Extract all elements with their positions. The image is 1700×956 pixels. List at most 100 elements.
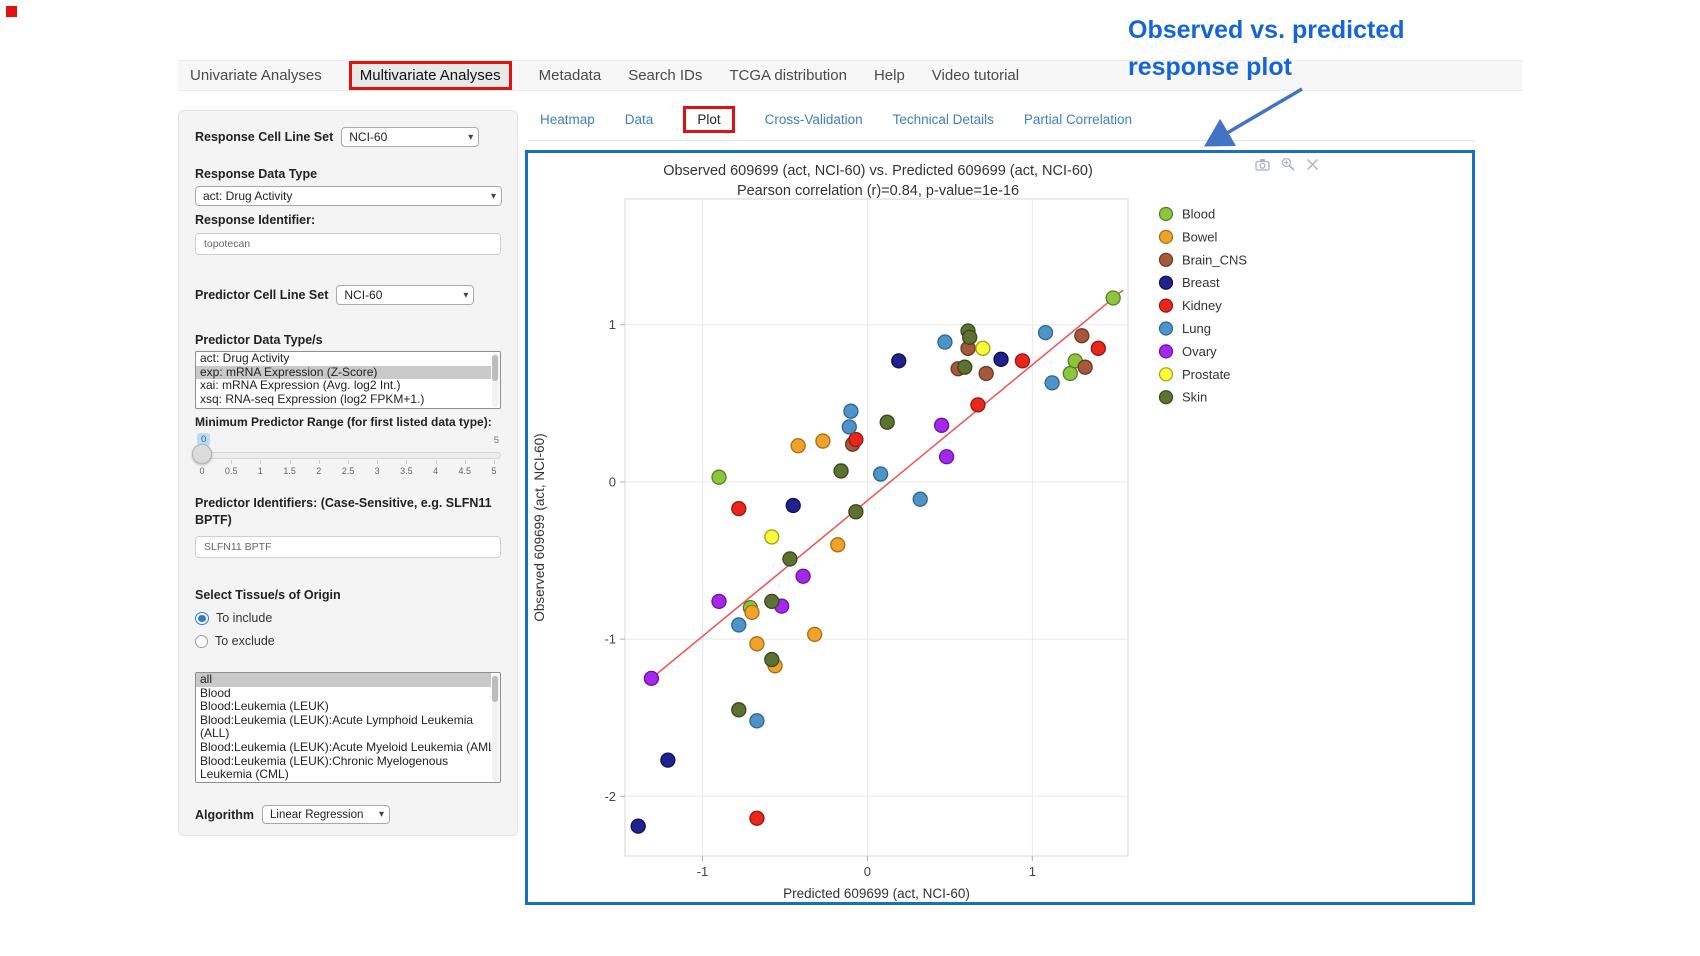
min-predictor-range-slider[interactable]: 0 5 0 0.5 1 1.5 2 2.5 3 3.5 4 4.5 5 xyxy=(192,433,501,483)
legend-item-breast[interactable]: Breast xyxy=(1158,275,1220,290)
response-identifier-input[interactable] xyxy=(195,233,501,255)
pan-icon[interactable] xyxy=(1306,158,1319,171)
scatter-point-kidney xyxy=(1014,353,1031,369)
slider-tick-label: 0 xyxy=(199,466,205,476)
legend-item-prostate[interactable]: Prostate xyxy=(1158,367,1231,382)
legend-item-blood[interactable]: Blood xyxy=(1158,206,1216,222)
radio-to-exclude[interactable]: To exclude xyxy=(195,634,501,648)
list-option[interactable]: all xyxy=(196,673,491,687)
legend-label: Ovary xyxy=(1182,344,1217,359)
legend-swatch xyxy=(1158,344,1174,359)
slider-tick-label: 5 xyxy=(491,466,497,476)
tab-cross-validation[interactable]: Cross-Validation xyxy=(764,112,863,127)
scatter-point-prostate xyxy=(764,529,780,545)
plot-title-line2: Pearson correlation (r)=0.84, p-value=1e… xyxy=(736,183,1020,199)
nav-item-univariate-analyses[interactable]: Univariate Analyses xyxy=(190,67,322,84)
radio-button[interactable] xyxy=(195,611,209,625)
scrollbar[interactable] xyxy=(492,674,499,781)
tissue-listbox[interactable]: all Blood Blood:Leukemia (LEUK) Blood:Leuke… xyxy=(195,672,501,783)
predictor-cell-line-set-label: Predictor Cell Line Set xyxy=(195,288,329,302)
legend-item-ovary[interactable]: Ovary xyxy=(1158,344,1218,359)
slider-max-label: 5 xyxy=(493,435,499,446)
y-tick-label: -2 xyxy=(604,789,616,804)
chevron-down-icon: ▾ xyxy=(379,809,385,820)
x-tick-label: 1 xyxy=(1029,864,1036,879)
list-option[interactable]: Blood:Leukemia (LEUK):Acute Myeloid Leuk… xyxy=(200,740,491,754)
algorithm-select[interactable]: Linear Regression ▾ xyxy=(262,805,391,824)
scatter-point-lung xyxy=(843,403,859,419)
list-option[interactable]: xsq: RNA-seq Expression (log2 FPKM+1.) xyxy=(200,391,425,406)
legend-label: Blood xyxy=(1182,207,1215,222)
scatter-point-lung xyxy=(912,491,928,507)
slider-tick-label: 1 xyxy=(257,466,263,476)
nav-item-video-tutorial[interactable]: Video tutorial xyxy=(931,67,1020,84)
predictor-identifiers-input[interactable] xyxy=(195,536,501,558)
slider-tick-label: 0.5 xyxy=(224,466,238,476)
slider-track[interactable] xyxy=(195,452,501,459)
list-option[interactable]: Blood xyxy=(200,685,231,700)
tab-technical-details[interactable]: Technical Details xyxy=(892,112,994,127)
legend-item-kidney[interactable]: Kidney xyxy=(1158,298,1223,313)
legend-swatch xyxy=(1158,367,1174,382)
legend-label: Bowel xyxy=(1182,229,1218,244)
result-tabs: Heatmap Data Plot Cross-Validation Technical… xyxy=(540,106,1132,133)
predictor-data-types-label: Predictor Data Type/s xyxy=(195,333,323,347)
scatter-point-ovary xyxy=(795,568,811,584)
tab-plot[interactable]: Plot xyxy=(683,106,735,133)
legend-item-lung[interactable]: Lung xyxy=(1158,321,1211,336)
legend-item-skin[interactable]: Skin xyxy=(1158,390,1208,405)
radio-label: To include xyxy=(216,611,273,625)
predictor-data-types-listbox[interactable]: act: Drug Activity exp: mRNA Expression (… xyxy=(195,351,501,409)
tab-heatmap[interactable]: Heatmap xyxy=(540,112,595,127)
scatter-point-lung xyxy=(749,713,765,729)
list-option[interactable]: Blood:Leukemia (LEUK) xyxy=(200,699,329,714)
tab-data[interactable]: Data xyxy=(624,112,654,127)
scatter-point-ovary xyxy=(933,417,950,433)
radio-label: To exclude xyxy=(215,634,275,648)
list-option[interactable]: exp: mRNA Expression (Z-Score) xyxy=(196,365,491,380)
nav-item-help[interactable]: Help xyxy=(873,67,905,84)
nav-item-search-ids[interactable]: Search IDs xyxy=(628,67,703,84)
x-tick-label: -1 xyxy=(697,864,709,879)
list-option[interactable]: Blood:Leukemia (LEUK):Chronic Myelogenou… xyxy=(200,753,449,782)
scatter-point-brain-cns xyxy=(1074,328,1090,344)
response-data-type-label: Response Data Type xyxy=(195,167,318,181)
slider-value-badge: 0 xyxy=(197,433,211,446)
scatter-point-breast xyxy=(660,752,676,768)
legend-swatch xyxy=(1158,206,1174,222)
legend-item-bowel[interactable]: Bowel xyxy=(1158,229,1218,244)
plot-panel: Observed 609699 (act, NCI-60) vs. Predic… xyxy=(525,150,1475,905)
nav-item-metadata[interactable]: Metadata xyxy=(538,67,602,84)
legend-label: Lung xyxy=(1182,321,1211,336)
list-option[interactable]: xai: mRNA Expression (Avg. log2 Int.) xyxy=(200,378,401,393)
radio-button[interactable] xyxy=(195,634,208,648)
legend-swatch xyxy=(1158,321,1174,336)
legend-swatch xyxy=(1158,390,1174,405)
scrollbar[interactable] xyxy=(492,353,499,407)
legend-item-brain-cns[interactable]: Brain_CNS xyxy=(1158,252,1248,267)
response-data-type-select[interactable]: act: Drug Activity ▾ xyxy=(195,186,502,206)
min-predictor-range-label: Minimum Predictor Range (for first liste… xyxy=(195,415,492,429)
legend-label: Kidney xyxy=(1182,298,1222,313)
chevron-down-icon: ▾ xyxy=(468,131,474,143)
nav-item-tcga-distribution[interactable]: TCGA distribution xyxy=(729,67,847,84)
legend-label: Prostate xyxy=(1182,367,1230,382)
y-axis-title: Observed 609699 (act, NCI-60) xyxy=(532,433,547,621)
zoom-icon[interactable] xyxy=(1281,157,1295,171)
list-option[interactable]: act: Drug Activity xyxy=(200,351,290,365)
scatter-point-skin xyxy=(848,504,864,520)
scatter-point-bowel xyxy=(830,537,846,553)
scatter-point-skin xyxy=(957,359,973,375)
list-option[interactable]: Blood:Leukemia (LEUK):Acute Lymphoid Leu… xyxy=(200,712,474,741)
predictor-cell-line-set-select[interactable]: NCI-60 ▾ xyxy=(336,285,475,305)
annotation-arrow xyxy=(1203,87,1303,147)
predictor-identifiers-label: Predictor Identifiers: (Case-Sensitive, … xyxy=(195,496,492,527)
scatter-point-lung xyxy=(731,617,747,633)
plot-area[interactable] xyxy=(624,198,1129,857)
camera-icon[interactable] xyxy=(1255,158,1270,171)
legend-swatch xyxy=(1158,252,1174,267)
response-cell-line-set-select[interactable]: NCI-60 ▾ xyxy=(341,127,480,147)
nav-item-multivariate-analyses[interactable]: Multivariate Analyses xyxy=(348,61,512,90)
tab-partial-correlation[interactable]: Partial Correlation xyxy=(1023,112,1132,127)
radio-to-include[interactable]: To include xyxy=(195,611,501,625)
